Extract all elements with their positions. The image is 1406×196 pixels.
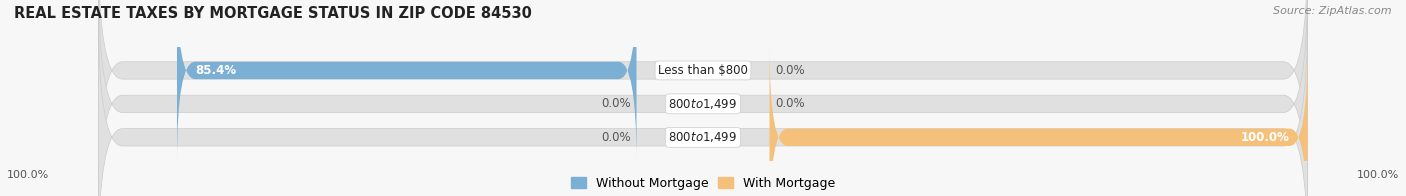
Text: Less than $800: Less than $800 — [658, 64, 748, 77]
Text: 0.0%: 0.0% — [600, 97, 630, 110]
Text: 85.4%: 85.4% — [195, 64, 236, 77]
Text: 0.0%: 0.0% — [600, 131, 630, 144]
Text: $800 to $1,499: $800 to $1,499 — [668, 130, 738, 144]
FancyBboxPatch shape — [177, 0, 637, 162]
Text: REAL ESTATE TAXES BY MORTGAGE STATUS IN ZIP CODE 84530: REAL ESTATE TAXES BY MORTGAGE STATUS IN … — [14, 6, 531, 21]
Text: 100.0%: 100.0% — [1240, 131, 1289, 144]
Text: Source: ZipAtlas.com: Source: ZipAtlas.com — [1274, 6, 1392, 16]
Text: 100.0%: 100.0% — [7, 170, 49, 180]
FancyBboxPatch shape — [769, 46, 1308, 196]
Text: 100.0%: 100.0% — [1357, 170, 1399, 180]
FancyBboxPatch shape — [98, 0, 1308, 195]
FancyBboxPatch shape — [98, 12, 1308, 196]
Legend: Without Mortgage, With Mortgage: Without Mortgage, With Mortgage — [571, 177, 835, 190]
Text: 0.0%: 0.0% — [776, 97, 806, 110]
Text: 0.0%: 0.0% — [776, 64, 806, 77]
FancyBboxPatch shape — [98, 0, 1308, 196]
Text: $800 to $1,499: $800 to $1,499 — [668, 97, 738, 111]
